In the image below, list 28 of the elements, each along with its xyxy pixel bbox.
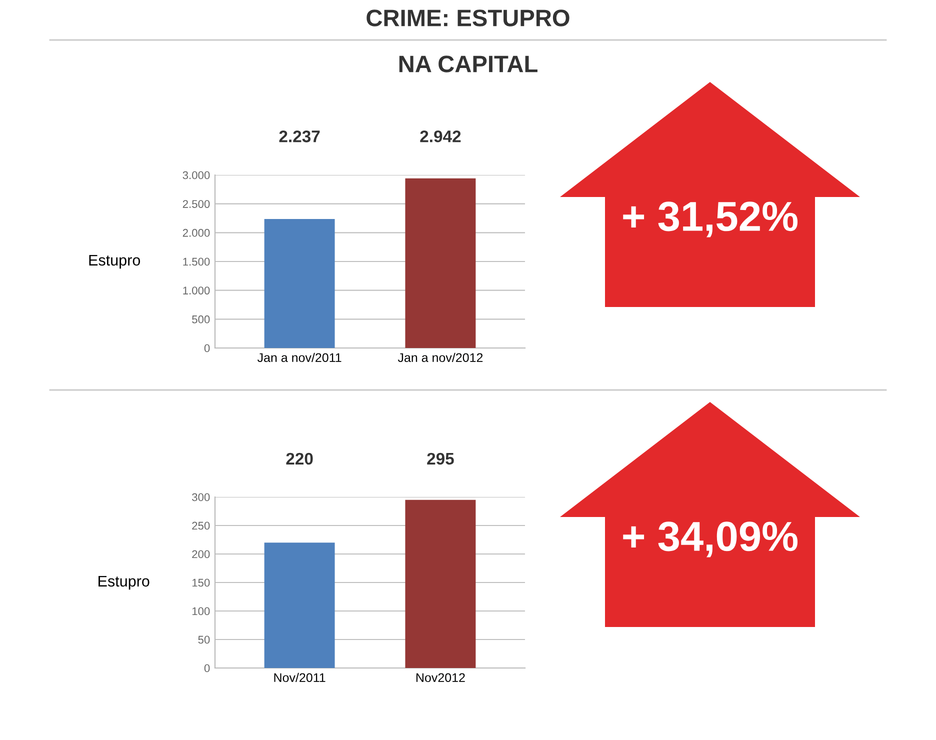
y-tick-label: 500 <box>192 315 210 324</box>
y-tick-label: 200 <box>192 550 210 558</box>
y-tick-label: 0 <box>204 344 210 352</box>
y-tick-label: 0 <box>204 664 210 672</box>
x-tick-label: Jan a nov/2012 <box>398 352 483 362</box>
y-tick-label: 3.000 <box>182 171 210 180</box>
y-axis-title: Estupro <box>89 254 140 269</box>
chart-title: CRIME: ESTUPRO <box>366 10 570 26</box>
y-axis-title: Estupro <box>98 576 150 590</box>
data-label: 295 <box>427 452 454 465</box>
chart-subtitle: NA CAPITAL <box>399 56 538 72</box>
y-tick-label: 250 <box>192 522 210 530</box>
x-tick-label: Nov/2011 <box>274 672 326 682</box>
data-label: 2.942 <box>420 130 461 142</box>
data-label: 220 <box>286 452 313 465</box>
y-tick-label: 150 <box>192 578 210 587</box>
y-tick-label: 1.500 <box>183 258 210 266</box>
y-tick-label: 300 <box>192 493 210 502</box>
data-label: 2.237 <box>279 130 320 142</box>
y-tick-label: 1.000 <box>183 286 210 294</box>
x-tick-label: Nov2012 <box>416 673 465 682</box>
text: + 34,09% <box>623 522 798 558</box>
y-tick-label: 2.500 <box>182 200 210 208</box>
y-tick-label: 2.000 <box>182 228 210 237</box>
y-tick-label: 50 <box>198 636 210 644</box>
text: + 31,52% <box>623 202 798 238</box>
y-tick-label: 100 <box>192 607 210 616</box>
x-tick-label: Jan a nov/2011 <box>257 352 342 362</box>
